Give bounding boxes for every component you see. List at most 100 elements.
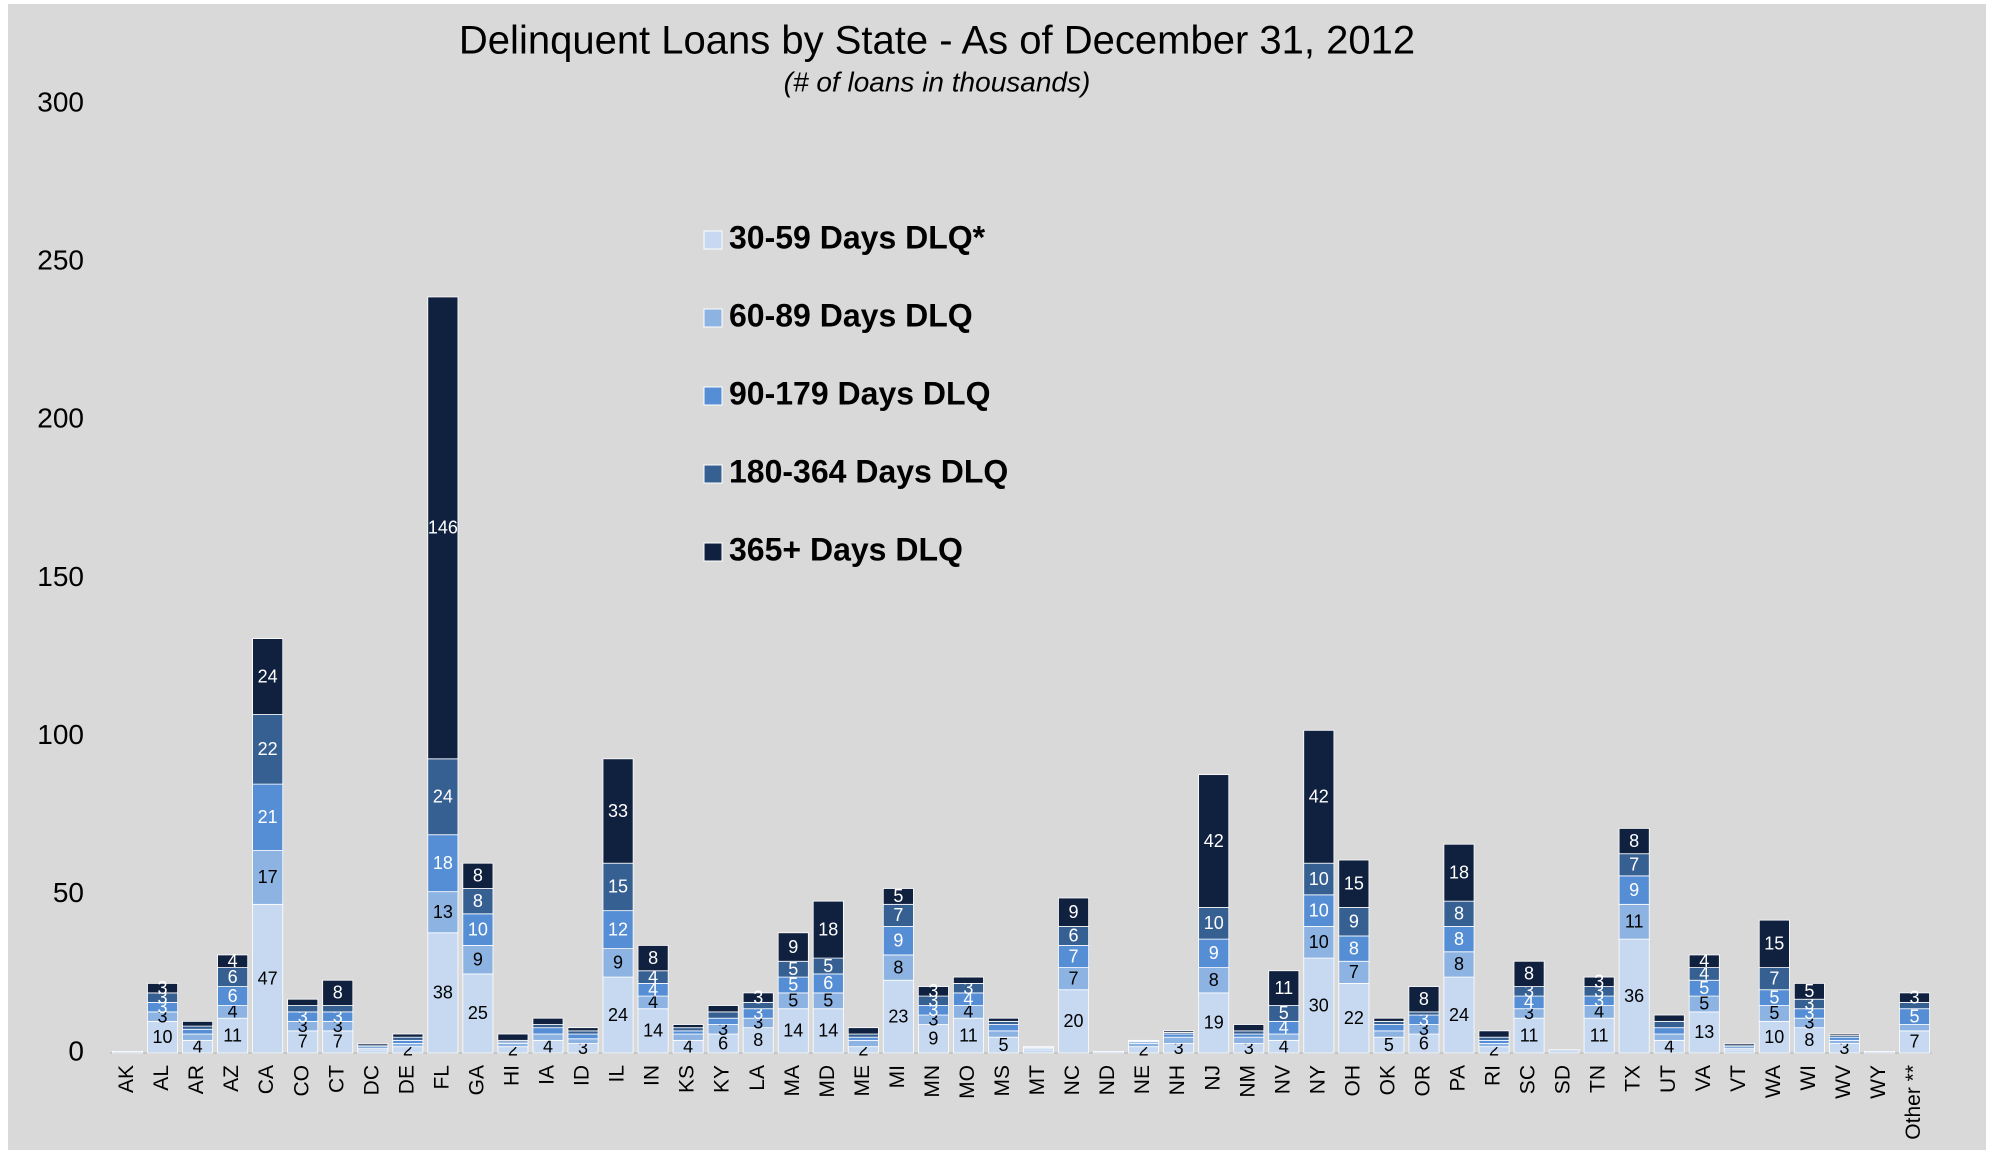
x-tick-label: WI	[1797, 1065, 1820, 1091]
bar-segment	[1793, 1027, 1825, 1054]
x-tick-label: OR	[1411, 1065, 1434, 1097]
x-tick-label: CT	[325, 1065, 348, 1093]
bar-segment	[1233, 1036, 1265, 1044]
x-tick-label: ID	[571, 1065, 594, 1086]
data-label: 3	[928, 1010, 938, 1030]
data-label: 15	[608, 877, 628, 897]
bar-segment	[1268, 970, 1300, 1006]
data-label: 3	[298, 1016, 308, 1036]
data-label: 6	[718, 1033, 728, 1053]
bar-segment	[392, 1043, 424, 1048]
x-tick-label: NM	[1236, 1065, 1259, 1098]
bar-segment	[952, 1017, 984, 1054]
data-label: 14	[643, 1021, 663, 1041]
bar-segment	[1163, 1036, 1195, 1044]
bar-segment	[357, 1049, 389, 1054]
data-label: 3	[753, 1013, 763, 1033]
data-label: 4	[228, 1002, 238, 1022]
bar-segment	[1828, 1033, 1860, 1037]
data-label: 11	[223, 1025, 242, 1045]
x-tick-label: DC	[360, 1065, 383, 1095]
x-tick-label: IN	[641, 1065, 664, 1086]
legend-label: 90-179 Days DLQ	[729, 375, 990, 411]
bar-segment	[532, 1033, 564, 1041]
legend-swatch	[703, 464, 723, 484]
bar-segment	[1723, 1049, 1755, 1054]
data-label: 5	[788, 991, 798, 1011]
data-label: 11	[1520, 1025, 1539, 1045]
bar-segment	[1653, 1033, 1685, 1041]
data-label: 4	[648, 967, 658, 987]
bar-segment	[847, 1039, 879, 1048]
bar-segment	[1618, 828, 1650, 855]
bar-segment	[147, 1020, 179, 1054]
x-tick-label: WV	[1832, 1065, 1855, 1099]
data-label: 3	[158, 997, 168, 1017]
x-tick-label: AZ	[220, 1065, 243, 1092]
data-label: 9	[1209, 943, 1219, 963]
data-label: 3	[298, 1006, 308, 1026]
data-label: 24	[433, 787, 453, 807]
x-tick-label: AL	[150, 1065, 173, 1091]
x-tick-label: UT	[1657, 1065, 1680, 1093]
data-label: 5	[998, 1035, 1008, 1055]
bar-segment	[357, 1043, 389, 1046]
bar-segment	[1338, 859, 1370, 908]
bar-segment	[322, 1005, 354, 1013]
bar-segment	[1828, 1039, 1860, 1044]
data-label: 3	[753, 1003, 763, 1023]
data-label: 4	[1699, 964, 1709, 984]
data-label: 10	[1204, 913, 1224, 933]
bar-segment	[1513, 1017, 1545, 1054]
data-label: 7	[1349, 962, 1359, 982]
x-tick-label: SD	[1552, 1065, 1575, 1094]
x-tick-label: NC	[1061, 1065, 1084, 1095]
x-tick-label: MI	[886, 1065, 909, 1088]
bar-segment	[602, 862, 634, 912]
bar-segment	[1408, 986, 1440, 1013]
chart-subtitle: (# of loans in thousands)	[784, 66, 1091, 97]
data-label: 6	[228, 967, 238, 987]
data-label: 8	[893, 957, 903, 977]
data-label: 5	[1384, 1035, 1394, 1055]
data-label: 2	[1489, 1040, 1499, 1060]
data-label: 7	[1629, 855, 1639, 875]
bar-segment	[1443, 900, 1475, 927]
data-label: 5	[788, 959, 798, 979]
data-label: 3	[1174, 1038, 1184, 1058]
x-tick-label: AK	[115, 1065, 138, 1093]
bar-segment	[1303, 894, 1335, 927]
data-label: 6	[1419, 1033, 1429, 1053]
bar-segment	[1443, 951, 1475, 978]
bar-segment	[1233, 1030, 1265, 1035]
data-label: 9	[928, 1029, 938, 1049]
data-label: 18	[433, 853, 453, 873]
bar-segment	[112, 1051, 143, 1054]
data-label: 5	[788, 975, 798, 995]
data-label: 3	[928, 991, 938, 1011]
bar-segment	[1373, 1017, 1405, 1022]
data-label: 7	[333, 1032, 343, 1052]
data-label: 10	[1309, 900, 1329, 920]
data-label: 8	[753, 1030, 763, 1050]
data-label: 17	[258, 867, 278, 887]
data-label: 3	[928, 1000, 938, 1020]
x-tick-label: FL	[430, 1065, 453, 1090]
data-label: 2	[508, 1040, 518, 1060]
data-label: 2	[858, 1040, 868, 1060]
bar-segment	[1653, 1014, 1685, 1022]
data-label: 8	[333, 983, 343, 1003]
x-tick-label: VT	[1727, 1065, 1750, 1092]
legend-label: 60-89 Days DLQ	[729, 297, 973, 333]
bar-segment	[532, 1027, 564, 1035]
data-label: 11	[959, 1025, 978, 1045]
data-label: 7	[1769, 968, 1779, 988]
bar-segment	[882, 979, 914, 1054]
data-label: 7	[298, 1032, 308, 1052]
data-label: 6	[228, 986, 238, 1006]
bar-segment	[742, 992, 774, 1003]
bar-segment	[427, 891, 459, 934]
x-tick-label: CA	[255, 1065, 278, 1094]
data-label: 3	[1244, 1038, 1254, 1058]
bar-segment	[917, 1024, 949, 1054]
